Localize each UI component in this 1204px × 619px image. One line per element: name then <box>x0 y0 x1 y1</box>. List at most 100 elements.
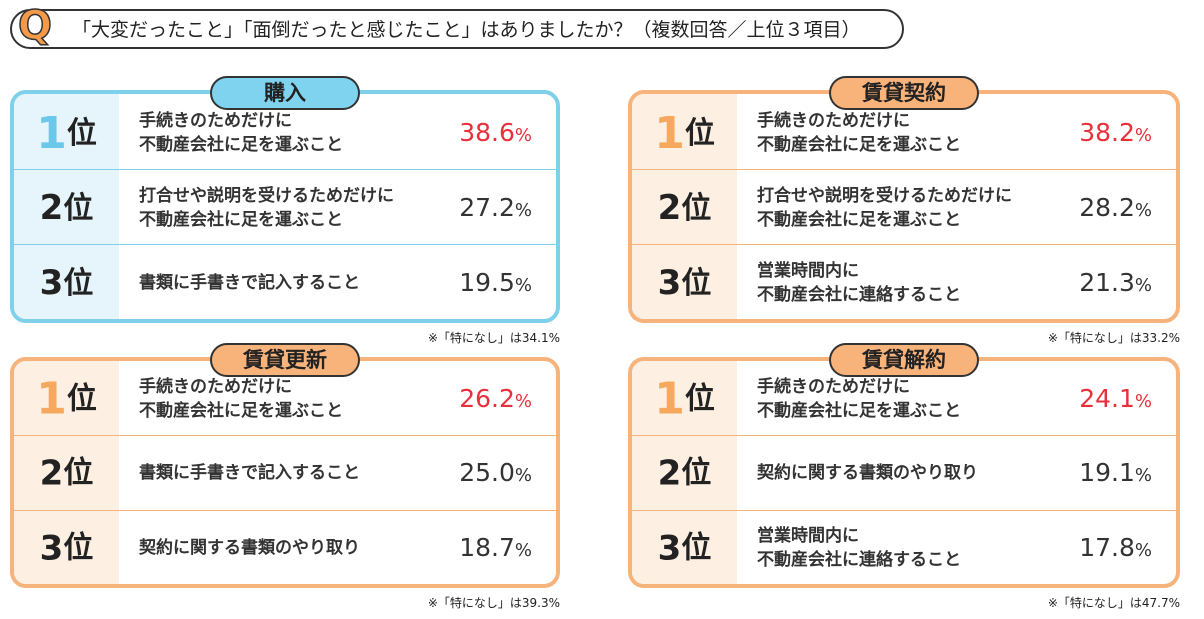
value-number: 38.2 <box>1079 118 1135 147</box>
text-line: 営業時間内に <box>757 525 859 546</box>
value-number: 19.1 <box>1079 458 1135 488</box>
value-number: 28.2 <box>1079 193 1135 222</box>
text-line: 不動産会社に連絡すること <box>757 284 961 305</box>
rank-unit: 位 <box>681 455 712 491</box>
value: 26.2% <box>459 362 532 439</box>
value-number: 21.3 <box>1079 268 1135 297</box>
item-text: 打合せや説明を受けるためだけに 不動産会社に足を運ぶこと <box>139 184 394 232</box>
item-text: 手続きのためだけに 不動産会社に足を運ぶこと <box>139 375 343 423</box>
panel: 1位 手続きのためだけに 不動産会社に足を運ぶこと 38.6% 2位 打合せや説明を受ける… <box>10 90 560 323</box>
rank-number: 1 <box>654 373 685 425</box>
row: 2位 契約に関する書類のやり取り 19.1% <box>632 435 1176 510</box>
rank: 2位 <box>14 170 119 246</box>
value: 19.5% <box>459 245 532 319</box>
value-unit: % <box>514 391 532 412</box>
value: 38.6% <box>459 95 532 173</box>
text-line: 不動産会社に足を運ぶこと <box>757 209 961 230</box>
item-text: 営業時間内に 不動産会社に連絡すること <box>757 259 961 307</box>
value-unit: % <box>1134 125 1152 146</box>
item-text: 書類に手書きで記入すること <box>139 271 360 295</box>
value-unit: % <box>514 275 532 296</box>
panel-title: 賃貸契約 <box>829 76 979 110</box>
value-unit: % <box>514 125 532 146</box>
item-text: 契約に関する書類のやり取り <box>757 461 978 485</box>
rank-unit: 位 <box>681 191 712 226</box>
panel: 1位 手続きのためだけに 不動産会社に足を運ぶこと 26.2% 2位 書類に手書きで記入す… <box>10 357 560 588</box>
value-unit: % <box>1134 539 1152 561</box>
value-number: 19.5 <box>459 268 515 297</box>
panel-title: 購入 <box>210 76 360 110</box>
value-unit: % <box>1134 391 1152 412</box>
note: ※「特になし」は34.1% <box>427 331 560 345</box>
question-box <box>10 9 904 49</box>
row: 1位 手続きのためだけに 不動産会社に足を運ぶこと 24.1% <box>632 361 1176 436</box>
rank-unit: 位 <box>63 191 94 226</box>
rank-number: 2 <box>657 188 682 228</box>
value-unit: % <box>514 539 532 561</box>
rank: 1位 <box>632 95 737 171</box>
value: 19.1% <box>1079 436 1152 513</box>
item-text: 手続きのためだけに 不動産会社に足を運ぶこと <box>757 109 961 157</box>
question: 「大変だったこと」「面倒だったと感じたこと」はありましたか？（複数回答／上位３項… <box>72 19 861 41</box>
note: ※「特になし」は47.7% <box>1047 596 1180 610</box>
rank-unit: 位 <box>681 266 712 301</box>
value-unit: % <box>1134 275 1152 296</box>
value-number: 38.6 <box>459 118 515 147</box>
rank: 1位 <box>632 362 737 437</box>
panel-title: 賃貸解約 <box>829 343 979 377</box>
item-text: 契約に関する書類のやり取り <box>139 536 360 560</box>
item-text: 手続きのためだけに不動産会社に足を運ぶこと <box>757 375 961 423</box>
rank: 3位 <box>632 245 737 319</box>
value-number: 17.8 <box>1079 532 1135 562</box>
rank-unit: 位 <box>66 116 97 151</box>
row: 1位 手続きのためだけに 不動産会社に足を運ぶこと 38.2% <box>632 94 1176 170</box>
text-line: 不動産会社に足を運ぶこと <box>139 209 343 230</box>
value-number: 18.7 <box>459 532 515 562</box>
text-line: 不動産会社に足を運ぶこと <box>139 134 343 155</box>
text-line: 手続きのためだけに <box>757 377 910 398</box>
value-unit: % <box>514 200 532 221</box>
row: 3位 営業時間内に 不動産会社に連絡すること 21.3% <box>632 244 1176 319</box>
rank-unit: 位 <box>63 455 94 491</box>
rank-number: 2 <box>657 453 682 494</box>
text-line: 手続きのためだけに <box>139 377 292 398</box>
text-line: 打合せや説明を受けるためだけに <box>757 185 1012 206</box>
rank: 3位 <box>632 511 737 584</box>
text-line: 手続きのためだけに <box>139 110 292 131</box>
rank-number: 1 <box>36 373 67 425</box>
rank-column <box>14 361 119 584</box>
rank: 2位 <box>632 170 737 246</box>
row: 1位 手続きのためだけに 不動産会社に足を運ぶこと 26.2% <box>14 361 556 436</box>
item-text: 書類に手書きで記入すること <box>139 461 360 485</box>
panel-title: 賃貸更新 <box>210 343 360 377</box>
rank-unit: 位 <box>63 266 94 301</box>
row: 2位 打合せや説明を受けるためだけに 不動産会社に足を運ぶこと 27.2% <box>14 169 556 245</box>
text-line: 不動産会社に足を運ぶこと <box>757 401 961 422</box>
text-line: 契約に関する書類のやり取り <box>139 537 360 558</box>
item-text: 営業時間内に不動産会社に連絡すること <box>757 524 961 572</box>
value: 18.7% <box>459 511 532 584</box>
rank: 3位 <box>14 245 119 319</box>
row: 3位 営業時間内に不動産会社に連絡すること 17.8% <box>632 509 1176 584</box>
rank-number: 3 <box>657 263 682 303</box>
value: 27.2% <box>459 170 532 248</box>
item-text: 手続きのためだけに不動産会社に足を運ぶこと <box>139 109 343 157</box>
rank-column <box>632 94 737 319</box>
rank: 1位 <box>14 95 119 171</box>
text-line: 不動産会社に連絡すること <box>757 549 961 570</box>
rank: 2位 <box>632 436 737 511</box>
note: ※「特になし」は33.2% <box>1047 331 1180 345</box>
value-unit: % <box>1134 465 1152 487</box>
panel: 1位 手続きのためだけに 不動産会社に足を運ぶこと 24.1% 2位 契約に関する書類のや… <box>628 357 1180 588</box>
rank: 1位 <box>14 362 119 437</box>
rank-number: 2 <box>39 453 64 494</box>
rank-unit: 位 <box>681 529 712 565</box>
text-line: 打合せや説明を受けるためだけに <box>139 185 394 206</box>
value-number: 25.0 <box>459 458 515 488</box>
rank: 2位 <box>14 436 119 511</box>
text-line: 書類に手書きで記入すること <box>139 272 360 293</box>
q-icon: Q <box>17 2 53 50</box>
row: 3位 契約に関する書類のやり取り 18.7% <box>14 509 556 584</box>
value: 28.2% <box>1079 170 1152 248</box>
